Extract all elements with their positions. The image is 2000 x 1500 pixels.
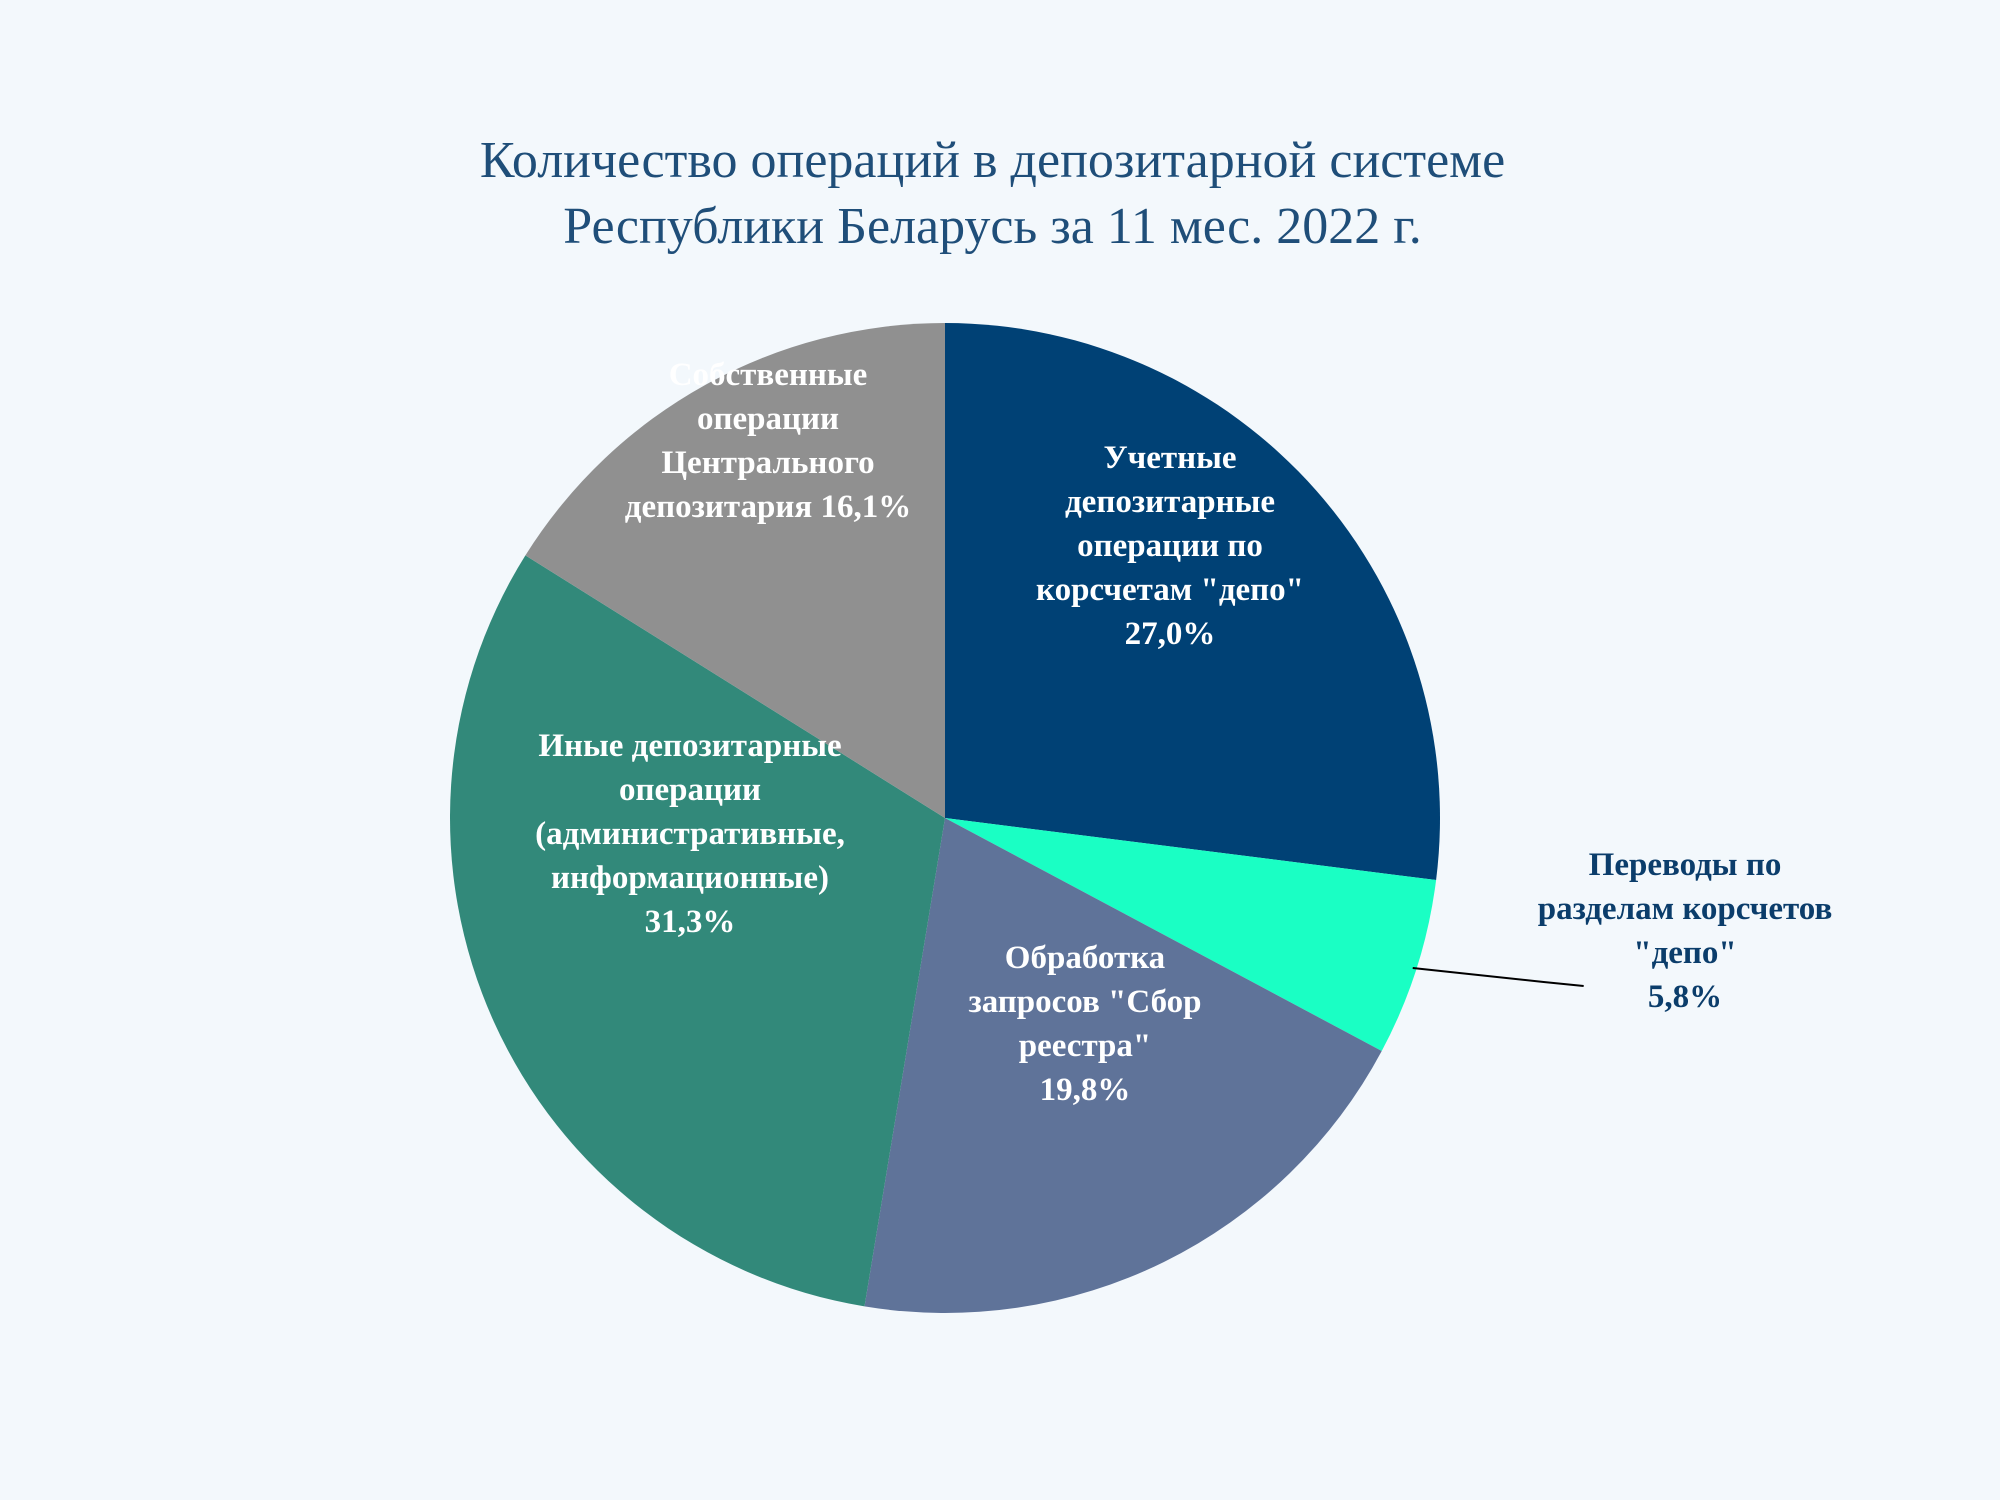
slice-label-line: Обработка [1005, 940, 1165, 976]
slice-label-line: реестра" [1019, 1028, 1151, 1064]
slice-label-line: депозитария 16,1% [625, 489, 911, 525]
slice-label-line: Переводы по [1589, 847, 1782, 883]
slice-label-line: 31,3% [645, 904, 736, 940]
slice-label-line: корсчетам "депо" [1036, 572, 1304, 608]
pie-slices [449, 323, 1440, 1313]
slice-label-line: 27,0% [1125, 616, 1216, 652]
slice-labels: Учетные депозитарные операции по корсчетам … [535, 357, 1832, 1108]
slice-label-line: информационные) [551, 860, 829, 896]
slice-label-line: "депо" [1633, 935, 1737, 971]
slice-label-line: депозитарные [1065, 484, 1275, 520]
slice-label-line: операции [619, 772, 761, 808]
slice-label-line: Учетные [1103, 440, 1236, 476]
pie-slice-other [449, 555, 945, 1307]
leader-line-transfers [1412, 967, 1584, 987]
slice-label-line: запросов "Сбор [968, 984, 1201, 1020]
chart-title-line-1: Количество операций в депозитарной систе… [479, 132, 1506, 189]
slice-label-line: 19,8% [1040, 1072, 1131, 1108]
slice-label-line: Собственные [669, 357, 868, 393]
slice-label-line: 5,8% [1648, 979, 1722, 1015]
slice-label-accounting: Учетные депозитарные операции по корсчетам … [1036, 440, 1304, 652]
chart-title-line-2: Республики Беларусь за 11 мес. 2022 г. [563, 198, 1422, 255]
chart-title: Количество операций в депозитарной систе… [0, 128, 1985, 260]
slice-label-line: операции по [1077, 528, 1263, 564]
slice-label-line: разделам корсчетов [1538, 891, 1833, 927]
slice-label-own: Собственные операции Центрального депозитар… [625, 357, 911, 525]
slice-label-line: (административные, [535, 816, 845, 852]
slice-label-line: операции [697, 401, 839, 437]
slice-label-line: Центрального [661, 445, 874, 481]
leader-lines [1412, 967, 1584, 987]
pie-slice-transfers [945, 818, 1437, 1051]
slice-label-other: Иные депозитарные операции (административн… [535, 728, 845, 940]
slice-label-transfers: Переводы по разделам корсчетов "депо" 5,8% [1538, 847, 1833, 1015]
pie-slice-own [525, 323, 945, 818]
pie-slice-registry [864, 818, 1382, 1313]
slice-label-line: Иные депозитарные [538, 728, 841, 764]
slice-label-registry: Обработка запросов "Сбор реестра" 19,8% [968, 940, 1201, 1108]
pie-slice-accounting [945, 323, 1440, 881]
